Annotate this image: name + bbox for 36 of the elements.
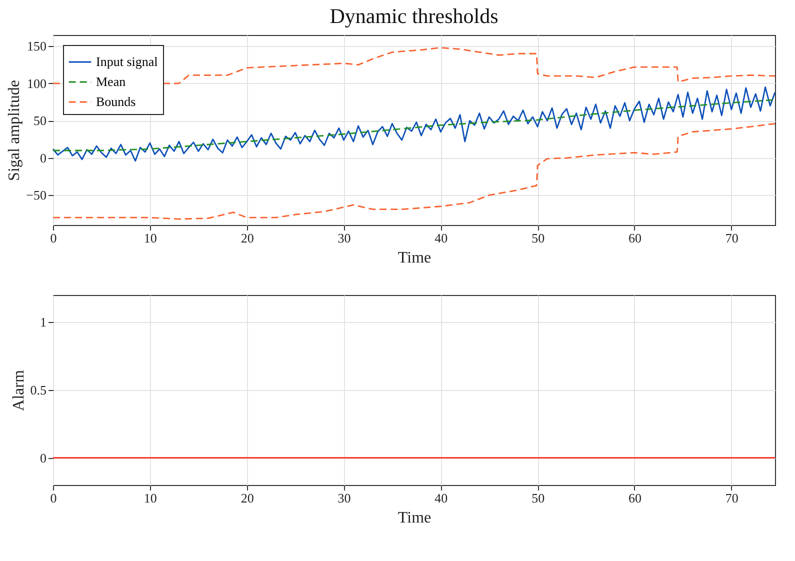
x-tick-label: 10 (144, 230, 157, 246)
chart-title: Dynamic thresholds (330, 4, 498, 28)
x-tick-label: 60 (628, 230, 642, 246)
x-tick-label: 30 (338, 230, 351, 246)
x-tick-label: 20 (240, 490, 254, 506)
x-tick-label: 40 (434, 490, 448, 506)
x-tick-label: 50 (532, 490, 545, 506)
line-series (52, 99, 776, 152)
x-tick-label: 20 (240, 230, 254, 246)
y-axis-title: Alarm (10, 370, 28, 411)
y-tick-label: 0.5 (30, 382, 46, 398)
legend-label: Bounds (96, 94, 136, 109)
x-tick-label: 0 (50, 490, 57, 506)
line-series (52, 86, 776, 162)
legend-label: Mean (96, 74, 126, 89)
y-tick-label: 0 (40, 450, 46, 466)
x-tick-label: 60 (628, 490, 642, 506)
y-tick-label: −50 (26, 188, 46, 203)
y-tick-label: 50 (34, 113, 46, 128)
y-tick-label: 100 (27, 76, 46, 91)
x-axis-title: Time (398, 250, 432, 266)
legend-label: Input signal (96, 54, 158, 69)
x-axis-title: Time (398, 510, 432, 526)
line-series (52, 122, 776, 220)
y-tick-label: 150 (27, 38, 46, 54)
x-tick-label: 40 (434, 230, 448, 246)
x-tick-label: 10 (144, 490, 157, 506)
x-tick-label: 70 (725, 230, 738, 246)
x-tick-label: 30 (338, 490, 351, 506)
x-tick-label: 0 (50, 230, 57, 246)
x-tick-label: 70 (725, 490, 738, 506)
y-tick-label: 0 (40, 150, 46, 166)
y-tick-label: 1 (40, 314, 46, 330)
line-series (52, 46, 776, 84)
x-tick-label: 50 (532, 230, 545, 246)
y-axis-title: Sigal amplitude (6, 80, 24, 181)
